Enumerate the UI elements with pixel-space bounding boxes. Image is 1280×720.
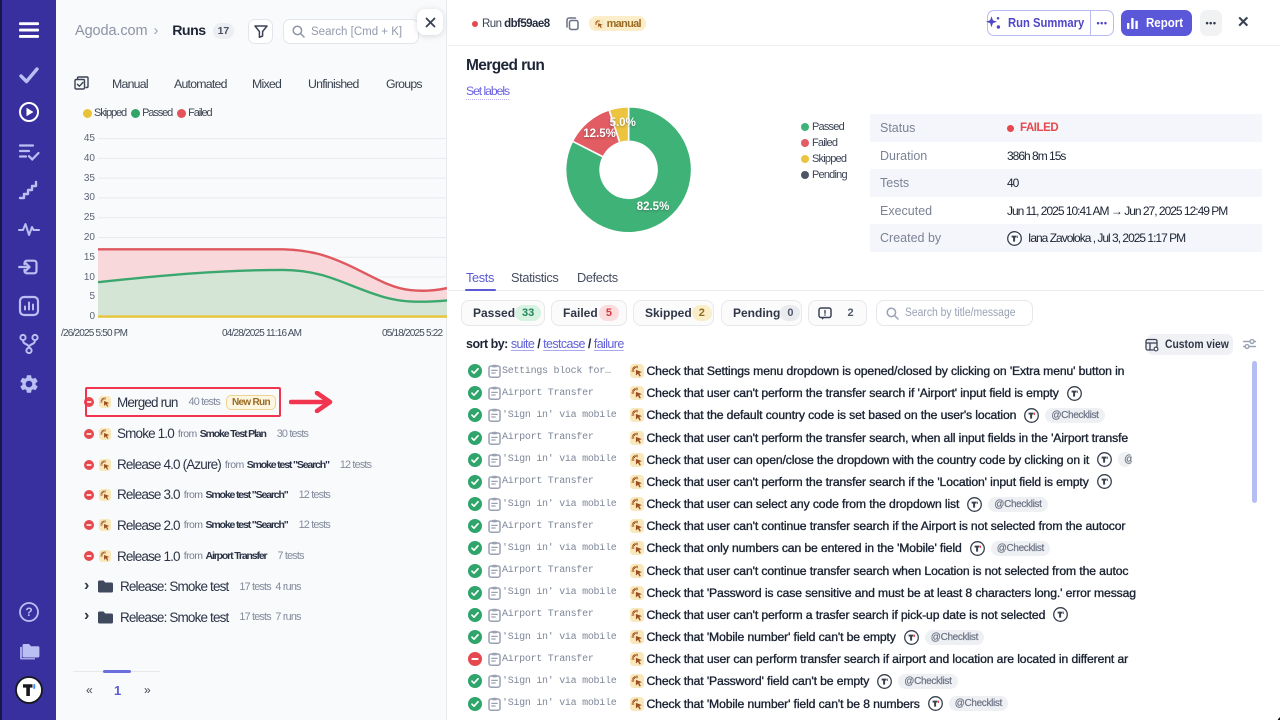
svg-text:?: ? [25, 605, 32, 619]
